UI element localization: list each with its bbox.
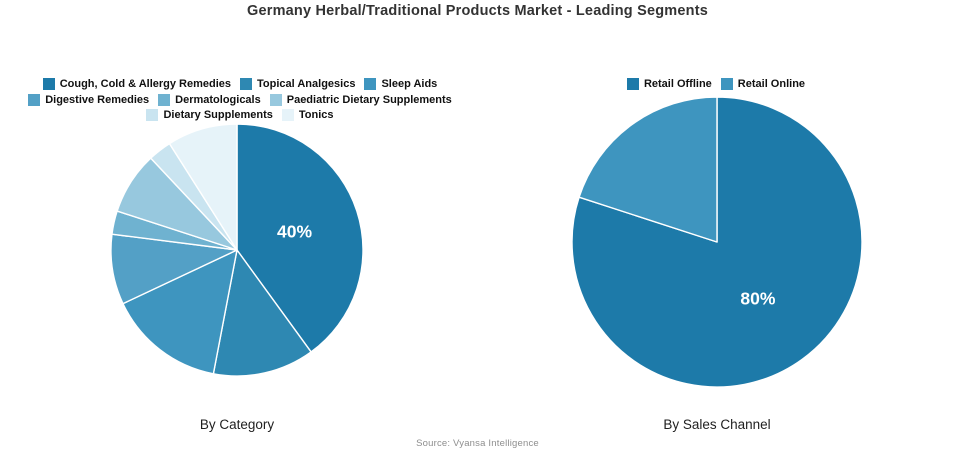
legend-item-by-category-6[interactable]: Dietary Supplements <box>146 108 273 123</box>
legend-item-by-category-7[interactable]: Tonics <box>281 108 334 123</box>
legend-swatch <box>158 93 171 106</box>
legend-swatch <box>240 78 253 91</box>
legend-item-by-category-4[interactable]: Dermatologicals <box>158 93 261 108</box>
pie-slice-by-sales-channel-1[interactable] <box>578 96 718 243</box>
category-pie-chart: 40% <box>110 123 364 377</box>
sales-channel-caption: By Sales Channel <box>663 417 771 432</box>
legend-swatch <box>28 93 41 106</box>
legend-label: Retail Offline <box>643 78 712 90</box>
legend-swatch <box>364 78 377 91</box>
page-title: Germany Herbal/Traditional Products Mark… <box>246 3 708 19</box>
legend-item-by-category-3[interactable]: Digestive Remedies <box>28 93 149 108</box>
legend-item-by-category-1[interactable]: Topical Analgesics <box>240 77 355 92</box>
legend-label: Topical Analgesics <box>257 78 356 90</box>
pie-slice-by-category-7[interactable] <box>168 123 238 251</box>
legend-swatch <box>269 93 282 106</box>
legend-item-by-sales-channel-0[interactable]: Retail Offline <box>626 77 712 92</box>
legend-swatch <box>720 78 733 91</box>
source-note: Source: Vyansa Intelligence <box>416 438 539 449</box>
legend-label: Paediatric Dietary Supplements <box>286 93 452 106</box>
legend-label: Cough, Cold & Allergy Remedies <box>59 78 232 90</box>
legend-item-by-sales-channel-1[interactable]: Retail Online <box>720 77 806 92</box>
legend-item-by-category-5[interactable]: Paediatric Dietary Supplements <box>269 93 452 108</box>
legend-label: Digestive Remedies <box>45 93 150 106</box>
pie-slice-by-category-1[interactable] <box>212 249 312 377</box>
sales-channel-pie-chart: 80% <box>571 96 863 388</box>
legend-label: Dermatologicals <box>175 93 261 106</box>
legend-item-by-category-2[interactable]: Sleep Aids <box>364 77 437 92</box>
legend-label: Retail Online <box>737 78 806 90</box>
legend-item-by-category-0[interactable]: Cough, Cold & Allergy Remedies <box>42 77 232 92</box>
legend-swatch <box>146 109 159 122</box>
sales-channel-legend: Retail Offline Retail Online <box>481 77 951 92</box>
category-caption: By Category <box>199 417 275 432</box>
slice-percent-label: 80% <box>740 288 775 308</box>
legend-swatch <box>626 78 639 91</box>
pie-slice-by-category-0[interactable] <box>236 123 364 353</box>
category-legend: Cough, Cold & Allergy Remedies Topical An… <box>0 77 485 123</box>
pie-slice-by-category-2[interactable] <box>122 249 238 375</box>
legend-label: Tonics <box>298 109 334 121</box>
legend-swatch <box>281 109 294 122</box>
legend-label: Sleep Aids <box>381 78 438 90</box>
legend-label: Dietary Supplements <box>163 109 273 121</box>
slice-percent-label: 40% <box>277 221 312 241</box>
legend-swatch <box>42 78 55 91</box>
